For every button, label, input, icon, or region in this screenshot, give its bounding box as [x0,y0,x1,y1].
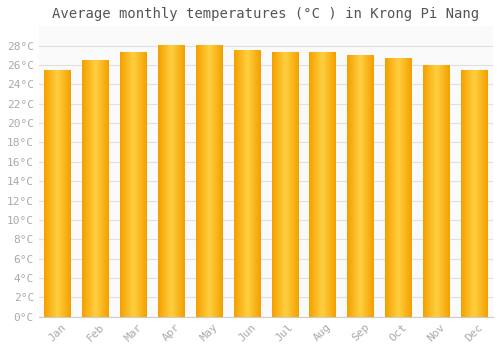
Title: Average monthly temperatures (°C ) in Krong Pi Nang: Average monthly temperatures (°C ) in Kr… [52,7,480,21]
